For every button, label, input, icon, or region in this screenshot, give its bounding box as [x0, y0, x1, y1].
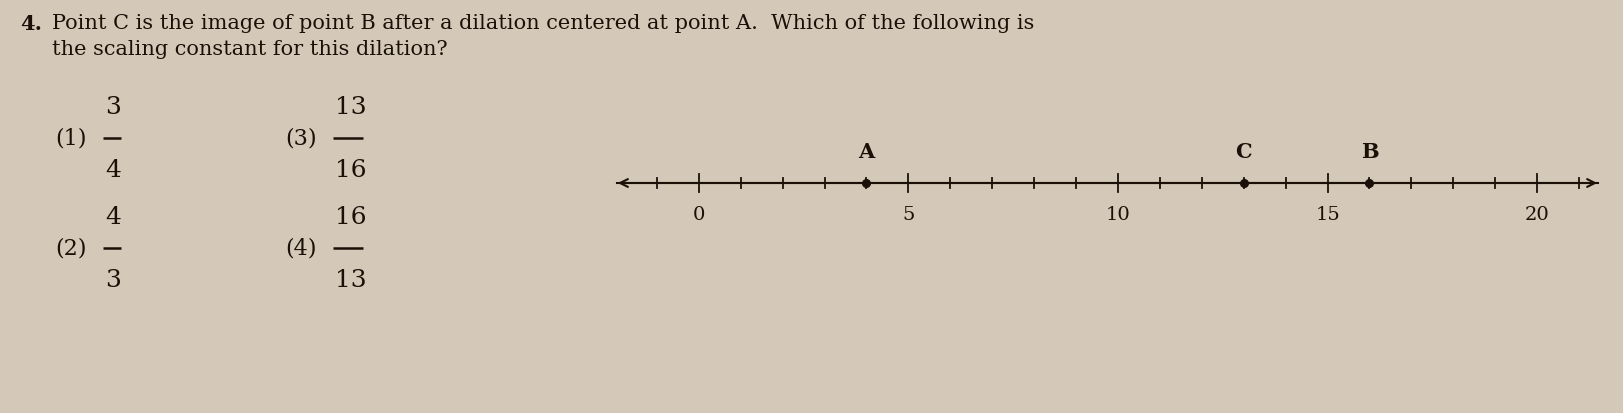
Text: 0: 0: [693, 206, 704, 223]
Text: the scaling constant for this dilation?: the scaling constant for this dilation?: [52, 40, 448, 59]
Text: 3: 3: [105, 268, 120, 291]
Text: 4.: 4.: [19, 14, 42, 34]
Text: 13: 13: [334, 96, 367, 119]
Text: 3: 3: [105, 96, 120, 119]
Text: 4: 4: [105, 159, 120, 182]
Text: (3): (3): [284, 128, 316, 150]
Text: 5: 5: [902, 206, 914, 223]
Text: (1): (1): [55, 128, 86, 150]
Text: 4: 4: [105, 206, 120, 228]
Text: 16: 16: [334, 206, 367, 228]
Text: 13: 13: [334, 268, 367, 291]
Text: 10: 10: [1105, 206, 1130, 223]
Text: 15: 15: [1315, 206, 1339, 223]
Text: (4): (4): [284, 237, 316, 259]
Text: 16: 16: [334, 159, 367, 182]
Text: (2): (2): [55, 237, 86, 259]
Text: B: B: [1360, 142, 1378, 161]
Text: A: A: [859, 142, 875, 161]
Text: 20: 20: [1524, 206, 1548, 223]
Text: Point C is the image of point B after a dilation centered at point A.  Which of : Point C is the image of point B after a …: [52, 14, 1034, 33]
Text: C: C: [1235, 142, 1251, 161]
